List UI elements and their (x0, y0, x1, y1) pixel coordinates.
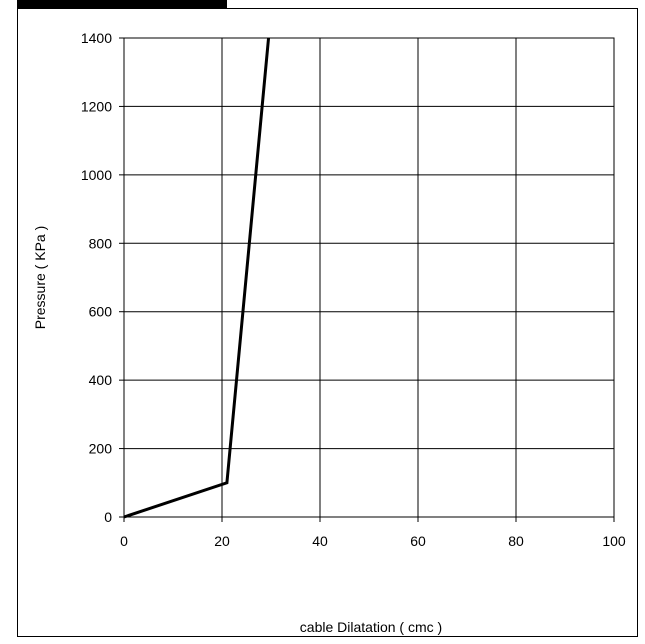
x-tick-label: 100 (602, 533, 626, 549)
y-axis-label: Pressure ( KPa ) (32, 226, 48, 329)
y-tick-label: 0 (104, 509, 112, 525)
x-tick-label: 40 (312, 533, 328, 549)
series-group (124, 38, 269, 517)
x-tick-label: 80 (508, 533, 524, 549)
y-tick-label: 1400 (81, 30, 112, 46)
grid-lines (124, 38, 614, 517)
x-tick-label: 0 (120, 533, 128, 549)
x-tick-label: 20 (214, 533, 230, 549)
plot-area (124, 38, 614, 517)
x-axis-ticks: 0 20 40 60 80 100 (120, 517, 626, 549)
x-tick-label: 60 (410, 533, 426, 549)
y-tick-label: 1200 (81, 98, 112, 114)
y-tick-label: 400 (89, 372, 113, 388)
y-tick-label: 600 (89, 304, 113, 320)
y-tick-label: 800 (89, 235, 113, 251)
y-tick-label: 200 (89, 441, 113, 457)
y-axis-ticks: 0 200 400 600 800 1000 1200 1400 (81, 30, 124, 525)
series-line (124, 38, 269, 517)
y-tick-label: 1000 (81, 167, 112, 183)
x-axis-label: cable Dilatation ( cmc ) (300, 619, 442, 635)
